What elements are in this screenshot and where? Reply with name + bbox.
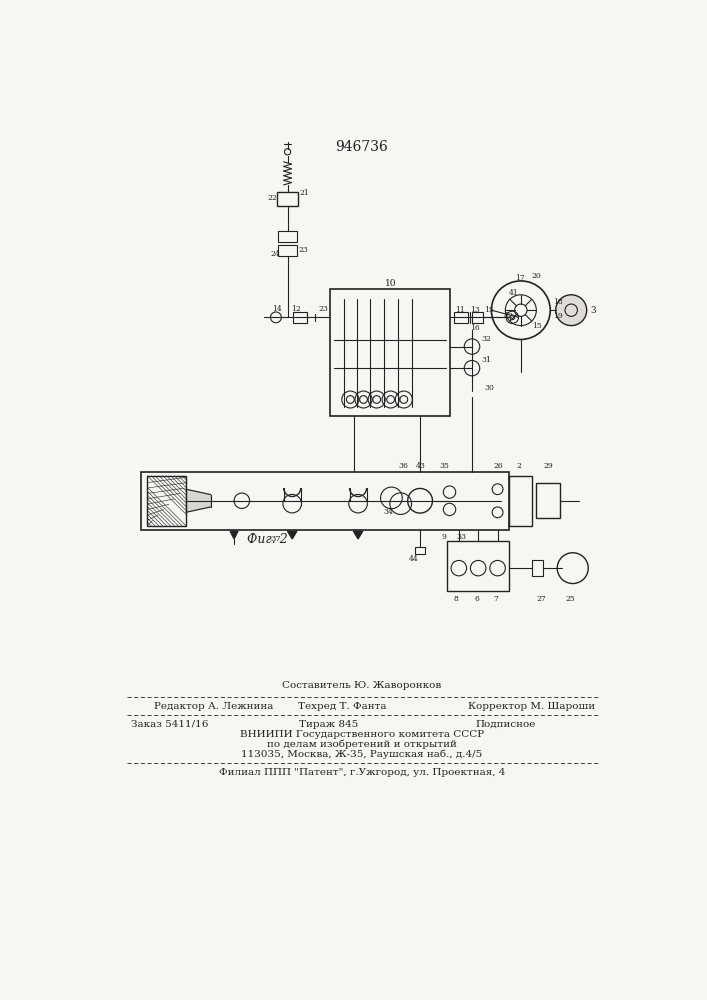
Text: 30: 30 [484, 384, 494, 392]
Text: 15: 15 [484, 306, 494, 314]
Text: Тираж 845: Тираж 845 [299, 720, 358, 729]
Text: 26: 26 [493, 462, 503, 470]
Text: Техред Т. Фанта: Техред Т. Фанта [298, 702, 386, 711]
Text: 21: 21 [299, 189, 309, 197]
Text: 20: 20 [532, 272, 542, 280]
Text: 34: 34 [383, 508, 393, 516]
Text: 16: 16 [469, 324, 479, 332]
Bar [279, 231, 297, 242]
Polygon shape [230, 531, 238, 539]
Bar [454, 312, 468, 323]
Text: 22: 22 [267, 194, 277, 202]
Bar [330, 289, 450, 416]
Text: 12: 12 [291, 305, 301, 313]
Polygon shape [186, 489, 211, 512]
Text: 7: 7 [493, 595, 498, 603]
Text: по делам изобретений и открытий: по делам изобретений и открытий [267, 740, 457, 749]
Bar [277, 192, 298, 206]
Text: 23: 23 [298, 246, 308, 254]
Text: Заказ 5411/16: Заказ 5411/16 [131, 720, 209, 729]
Bar [509, 476, 532, 526]
Bar [293, 312, 307, 323]
Text: 35: 35 [440, 462, 450, 470]
Text: 24: 24 [271, 250, 280, 258]
Text: 36: 36 [398, 462, 408, 470]
Text: 32: 32 [481, 335, 491, 343]
Text: 13: 13 [470, 306, 480, 314]
Text: Фиг. 2: Фиг. 2 [247, 533, 288, 546]
Text: 33: 33 [457, 533, 467, 541]
Text: 23: 23 [319, 305, 329, 313]
Text: 10: 10 [385, 279, 396, 288]
Bar [448, 541, 509, 591]
Text: 29: 29 [543, 462, 553, 470]
Text: 14: 14 [272, 305, 282, 313]
Text: 113035, Москва, Ж-35, Раушская наб., д.4/5: 113035, Москва, Ж-35, Раушская наб., д.4… [241, 750, 483, 759]
Bar [147, 476, 186, 526]
Bar [416, 547, 425, 554]
Text: Составитель Ю. Жаворонков: Составитель Ю. Жаворонков [282, 681, 442, 690]
Text: Подписное: Подписное [476, 720, 536, 729]
Text: 19: 19 [554, 312, 563, 320]
Polygon shape [354, 531, 363, 539]
Text: 946736: 946736 [336, 140, 388, 154]
Text: 43: 43 [416, 462, 426, 470]
Text: 8: 8 [453, 595, 458, 603]
Text: 9: 9 [441, 533, 446, 541]
Text: 25: 25 [565, 595, 575, 603]
Text: 31: 31 [481, 356, 491, 364]
Text: 2: 2 [517, 462, 522, 470]
Text: 44: 44 [409, 555, 419, 563]
Bar [141, 472, 509, 530]
Bar [537, 483, 559, 518]
Text: 11: 11 [455, 306, 464, 314]
Text: 18: 18 [554, 298, 563, 306]
Text: 37: 37 [270, 535, 281, 543]
Circle shape [556, 295, 587, 326]
Bar [279, 245, 297, 256]
Text: 15: 15 [532, 322, 542, 330]
Text: 41: 41 [509, 289, 519, 297]
Text: Филиал ППП "Патент", г.Ужгород, ул. Проектная, 4: Филиал ППП "Патент", г.Ужгород, ул. Прое… [218, 768, 505, 777]
Text: 6: 6 [474, 595, 479, 603]
Polygon shape [288, 531, 297, 539]
Text: 3: 3 [590, 306, 596, 315]
Text: Редактор А. Лежнина: Редактор А. Лежнина [154, 702, 274, 711]
Bar [532, 560, 543, 576]
Text: 27: 27 [537, 595, 546, 603]
Text: 42: 42 [504, 312, 513, 320]
Text: Корректор М. Шароши: Корректор М. Шароши [468, 702, 595, 711]
Text: ВНИИПИ Государственного комитета СССР: ВНИИПИ Государственного комитета СССР [240, 730, 484, 739]
Text: 17: 17 [515, 274, 525, 282]
Bar [472, 312, 483, 323]
